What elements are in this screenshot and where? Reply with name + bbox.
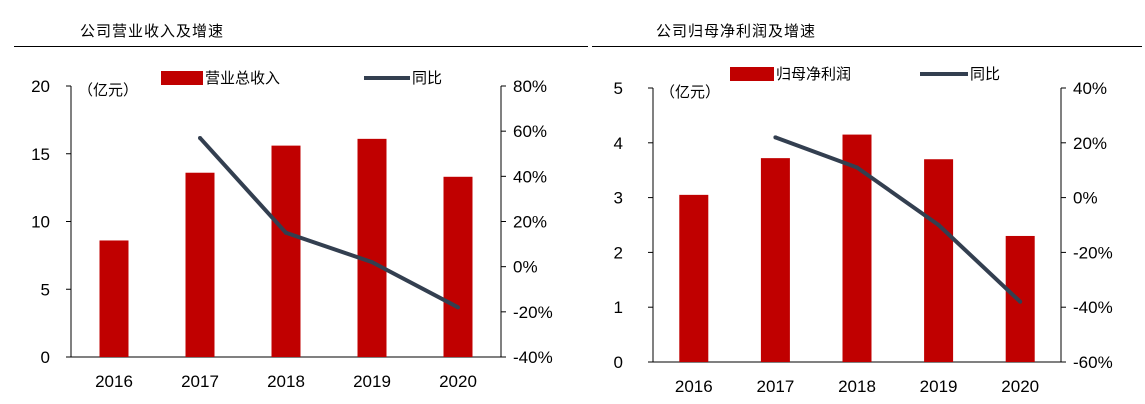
bar-2016 xyxy=(679,194,709,362)
chart-title: 公司营业收入及增速 xyxy=(80,22,225,40)
y2-tick-label: -20% xyxy=(513,303,553,322)
legend-line-label: 同比 xyxy=(412,69,442,87)
bar-2016 xyxy=(99,240,129,357)
legend-bar-swatch xyxy=(730,67,774,81)
revenue-chart: 0 5 10 15 20 -40% -20% 0% 20% 40% 60% 80% 2016 2017… xyxy=(31,69,553,391)
y-tick-label: 3 xyxy=(614,189,623,208)
y2-tick-label: 60% xyxy=(513,122,547,141)
bar-2020 xyxy=(443,176,473,357)
y-tick-label: 0 xyxy=(614,353,623,372)
unit-label: （亿元） xyxy=(78,81,138,99)
y2-tick-label: 40% xyxy=(1073,79,1107,98)
y-tick-label: 5 xyxy=(614,79,623,98)
bar-2018 xyxy=(271,145,301,357)
y2-tick-label: -60% xyxy=(1073,353,1113,372)
yoy-point-2019 xyxy=(370,260,374,265)
y2-tick-label: 80% xyxy=(513,77,547,96)
bar-2019 xyxy=(357,138,387,357)
y2-tick-label: 40% xyxy=(513,167,547,186)
yoy-point-2017 xyxy=(773,135,778,140)
yoy-point-2020 xyxy=(456,305,460,310)
y2-tick-label: -40% xyxy=(1073,298,1113,317)
yoy-point-2019 xyxy=(936,223,941,227)
x-tick-label: 2020 xyxy=(1001,377,1039,396)
y2-tick-label: 20% xyxy=(513,213,547,232)
yoy-point-2020 xyxy=(1018,299,1023,304)
yoy-line xyxy=(198,136,459,310)
y-tick-label: 0 xyxy=(41,348,50,367)
x-tick-label: 2018 xyxy=(838,377,876,396)
yoy-point-2018 xyxy=(855,165,859,170)
x-tick-label: 2019 xyxy=(353,372,391,391)
y-tick-label: 10 xyxy=(31,213,50,232)
x-tick-label: 2017 xyxy=(181,372,219,391)
x-tick-label: 2016 xyxy=(95,372,133,391)
bar-2017 xyxy=(760,158,790,362)
y2-tick-label: 20% xyxy=(1073,134,1107,153)
chart-title: 公司归母净利润及增速 xyxy=(656,22,817,40)
legend-bar-label: 归母净利润 xyxy=(776,65,851,83)
bar-2017 xyxy=(185,172,215,357)
legend-bar-label: 营业总收入 xyxy=(205,69,280,87)
yoy-point-2017 xyxy=(198,135,202,140)
x-tick-label: 2019 xyxy=(920,377,958,396)
yoy-point-2018 xyxy=(284,230,288,235)
chart-panel-net-profit: 公司归母净利润及增速 0 1 2 3 4 5 -60% -40% -20% 0% 20% 40% 2… xyxy=(590,0,1145,404)
title-divider xyxy=(592,46,1142,47)
y2-tick-label: 0% xyxy=(513,258,538,277)
x-tick-label: 2016 xyxy=(675,377,713,396)
legend-bar-swatch xyxy=(161,71,203,85)
title-divider xyxy=(14,46,588,47)
y-tick-label: 20 xyxy=(31,77,50,96)
x-tick-label: 2017 xyxy=(756,377,794,396)
y-tick-label: 15 xyxy=(31,145,50,164)
legend-line-label: 同比 xyxy=(970,65,1000,83)
y2-tick-label: -40% xyxy=(513,348,553,367)
chart-panel-revenue: 公司营业收入及增速 0 5 10 15 20 -40% -20% 0% 20% 40% 60% 80… xyxy=(14,22,588,391)
y-tick-label: 2 xyxy=(614,243,623,262)
y2-tick-label: -20% xyxy=(1073,243,1113,262)
x-tick-label: 2020 xyxy=(439,372,477,391)
x-tick-label: 2018 xyxy=(267,372,305,391)
net-profit-chart: 0 1 2 3 4 5 -60% -40% -20% 0% 20% 40% 2016 2017 2018… xyxy=(614,65,1113,396)
y-tick-label: 5 xyxy=(41,280,50,299)
unit-label: （亿元） xyxy=(660,83,720,101)
y-tick-label: 1 xyxy=(614,298,623,317)
yoy-line xyxy=(774,135,1022,304)
y2-tick-label: 0% xyxy=(1073,189,1098,208)
bar-2019 xyxy=(924,159,954,362)
y-tick-label: 4 xyxy=(614,134,623,153)
